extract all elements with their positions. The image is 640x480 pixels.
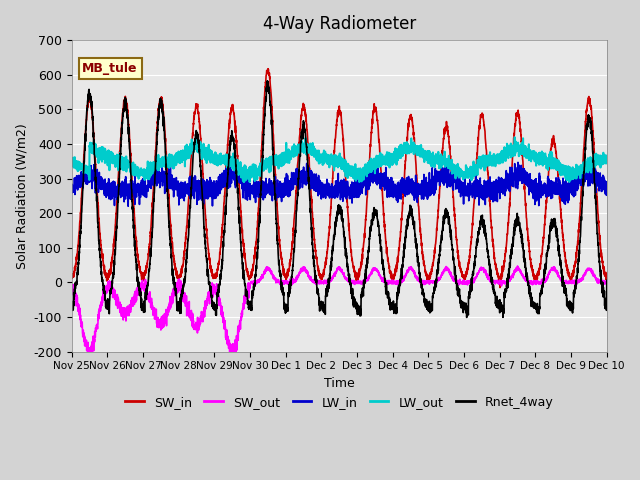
SW_in bbox=[182, 231, 190, 237]
SW_in bbox=[401, 169, 408, 175]
SW_out bbox=[552, 268, 560, 274]
X-axis label: Time: Time bbox=[324, 377, 355, 390]
LW_in bbox=[552, 192, 560, 197]
LW_in bbox=[182, 190, 190, 195]
Rnet_4way bbox=[264, 78, 271, 84]
LW_out bbox=[603, 153, 611, 159]
SW_in bbox=[392, 269, 399, 275]
LW_out bbox=[401, 146, 408, 152]
LW_in bbox=[68, 190, 76, 196]
SW_in bbox=[217, 240, 225, 245]
Rnet_4way bbox=[392, 301, 399, 307]
Rnet_4way bbox=[182, 258, 190, 264]
LW_out bbox=[240, 179, 248, 185]
LW_in bbox=[603, 185, 611, 191]
SW_in bbox=[603, 276, 611, 282]
Rnet_4way bbox=[603, 277, 611, 283]
LW_in bbox=[124, 204, 132, 209]
LW_out bbox=[552, 158, 560, 164]
Line: Rnet_4way: Rnet_4way bbox=[72, 81, 607, 317]
Text: MB_tule: MB_tule bbox=[83, 62, 138, 75]
LW_out bbox=[392, 145, 399, 151]
LW_in bbox=[218, 187, 225, 192]
Rnet_4way bbox=[603, 306, 611, 312]
LW_in bbox=[603, 188, 611, 194]
Legend: SW_in, SW_out, LW_in, LW_out, Rnet_4way: SW_in, SW_out, LW_in, LW_out, Rnet_4way bbox=[120, 391, 558, 414]
SW_out bbox=[401, 274, 408, 279]
LW_out bbox=[511, 134, 518, 140]
Line: LW_in: LW_in bbox=[72, 162, 607, 206]
Rnet_4way bbox=[401, 246, 408, 252]
SW_out bbox=[603, 279, 611, 285]
SW_in bbox=[496, 285, 504, 290]
SW_in bbox=[603, 275, 611, 280]
SW_out bbox=[603, 279, 611, 285]
LW_out bbox=[603, 160, 611, 166]
LW_in bbox=[392, 193, 399, 199]
SW_out bbox=[514, 263, 522, 269]
SW_in bbox=[68, 275, 76, 280]
Rnet_4way bbox=[463, 314, 470, 320]
SW_out bbox=[392, 280, 399, 286]
SW_out bbox=[86, 355, 93, 361]
LW_out bbox=[68, 157, 76, 163]
SW_out bbox=[218, 303, 225, 309]
Rnet_4way bbox=[217, 273, 225, 278]
Rnet_4way bbox=[68, 302, 76, 308]
Line: SW_out: SW_out bbox=[72, 266, 607, 358]
Line: SW_in: SW_in bbox=[72, 69, 607, 288]
Y-axis label: Solar Radiation (W/m2): Solar Radiation (W/m2) bbox=[15, 123, 28, 269]
SW_out bbox=[182, 293, 190, 299]
SW_in bbox=[264, 66, 272, 72]
Line: LW_out: LW_out bbox=[72, 137, 607, 182]
SW_out bbox=[68, 286, 76, 292]
LW_out bbox=[217, 156, 225, 161]
LW_in bbox=[514, 159, 522, 165]
LW_out bbox=[182, 144, 190, 149]
Title: 4-Way Radiometer: 4-Way Radiometer bbox=[262, 15, 416, 33]
SW_in bbox=[552, 149, 560, 155]
Rnet_4way bbox=[552, 230, 560, 236]
LW_in bbox=[401, 191, 408, 197]
